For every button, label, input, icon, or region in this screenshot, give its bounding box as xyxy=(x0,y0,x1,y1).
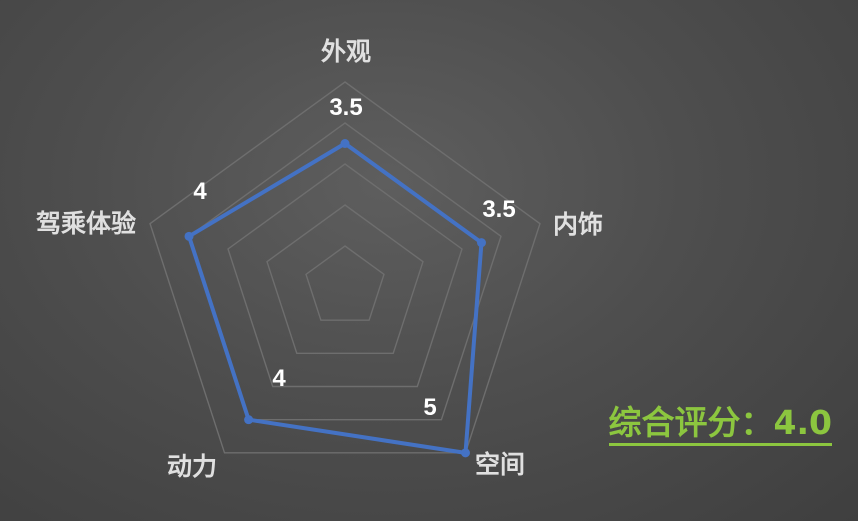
grid-ring-3 xyxy=(227,163,463,388)
category-label-5: 驾乘体验 xyxy=(36,209,136,238)
value-label-2: 3.5 xyxy=(482,196,515,223)
overall-score: 综合评分：4.0 xyxy=(608,404,832,446)
category-label-1: 外观 xyxy=(321,37,371,66)
radar-grid xyxy=(149,81,541,454)
grid-ring-5 xyxy=(149,81,541,454)
data-point-1 xyxy=(340,139,350,148)
category-label-4: 动力 xyxy=(167,452,217,481)
value-label-1: 3.5 xyxy=(329,94,362,121)
value-label-5: 4 xyxy=(193,178,207,205)
data-point-5 xyxy=(184,231,194,241)
radar-series xyxy=(184,139,486,458)
category-label-2: 内饰 xyxy=(553,210,603,239)
data-point-3 xyxy=(460,448,470,458)
grid-ring-2 xyxy=(266,204,424,355)
grid-ring-1 xyxy=(305,245,385,321)
value-label-3: 5 xyxy=(423,394,436,421)
grid-ring-4 xyxy=(188,122,502,421)
data-point-2 xyxy=(476,238,486,248)
series-line xyxy=(187,141,484,455)
data-point-4 xyxy=(244,415,254,425)
value-label-4: 4 xyxy=(272,365,286,392)
category-label-3: 空间 xyxy=(475,450,525,479)
